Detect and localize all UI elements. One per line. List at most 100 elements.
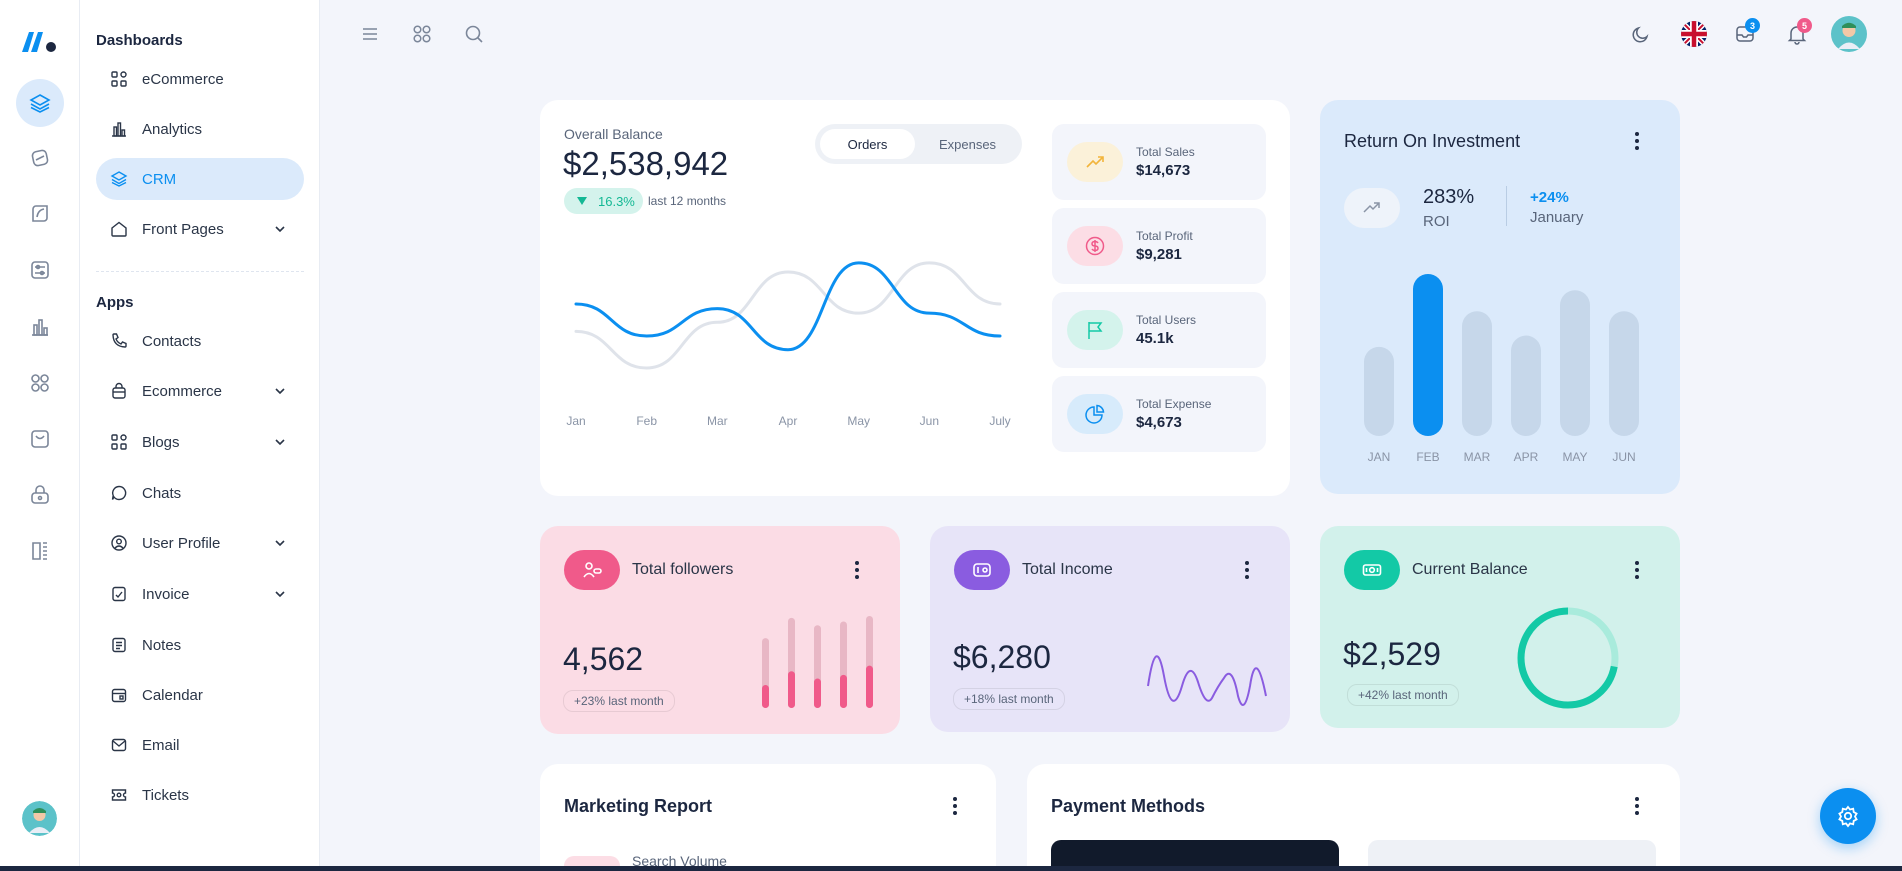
- ticket-icon: [110, 786, 128, 804]
- roi-bar: [1609, 311, 1639, 436]
- chevron-down-icon: [275, 439, 285, 446]
- sidebar-item-label: Blogs: [142, 433, 180, 451]
- followers-bar: [814, 678, 821, 708]
- box-rail-icon[interactable]: [16, 134, 64, 182]
- roi-month-label: FEB: [1416, 450, 1439, 464]
- more-icon[interactable]: [854, 560, 860, 580]
- more-icon[interactable]: [1244, 560, 1250, 580]
- layers-icon: [110, 170, 128, 188]
- x-tick-label: May: [847, 414, 870, 428]
- trend-up-icon: [1344, 188, 1400, 228]
- layers-rail-icon[interactable]: [16, 79, 64, 127]
- roi-bar: [1413, 274, 1443, 436]
- stat-label: Total Sales: [1136, 145, 1195, 159]
- apps-rail-icon[interactable]: [16, 359, 64, 407]
- apps-icon[interactable]: [411, 23, 433, 45]
- sidebar-item-email[interactable]: Email: [96, 724, 304, 766]
- roi-month-label: APR: [1514, 450, 1539, 464]
- brand-logo[interactable]: [20, 26, 58, 56]
- sidebar-item-label: CRM: [142, 170, 177, 188]
- sidebar-item-analytics[interactable]: Analytics: [96, 108, 304, 150]
- current-balance-change: +42% last month: [1347, 684, 1459, 706]
- payment-card-dark[interactable]: [1051, 840, 1339, 866]
- icon-rail: [0, 0, 80, 866]
- flag-icon: [1067, 310, 1123, 350]
- sidebar-item-chats[interactable]: Chats: [96, 472, 304, 514]
- stat-total-users: Total Users 45.1k: [1052, 292, 1266, 368]
- sidebar-item-tickets[interactable]: Tickets: [96, 774, 304, 816]
- followers-bar-chart: [762, 616, 873, 708]
- settings-button[interactable]: [1820, 788, 1876, 844]
- sidebar-item-notes[interactable]: Notes: [96, 624, 304, 666]
- leaf-rail-icon[interactable]: [16, 190, 64, 238]
- sidebar-divider: [96, 271, 304, 272]
- roi-title: Return On Investment: [1344, 131, 1521, 151]
- sidebar-item-blogs[interactable]: Blogs: [96, 421, 304, 463]
- main-sidebar: Dashboards eCommerce Analytics CRM Front…: [80, 0, 320, 866]
- search-icon[interactable]: [463, 23, 485, 45]
- balance-period: last 12 months: [648, 194, 727, 208]
- sidebar-item-invoice[interactable]: Invoice: [96, 573, 304, 615]
- balance-change-badge: 16.3%: [564, 188, 643, 214]
- mail-icon: [110, 736, 128, 754]
- stat-label: Total Profit: [1136, 229, 1193, 243]
- followers-value: 4,562: [563, 641, 644, 677]
- stat-total-sales: Total Sales $14,673: [1052, 124, 1266, 200]
- user-circle-icon: [110, 534, 128, 552]
- x-tick-label: Jan: [566, 414, 585, 428]
- income-change: +18% last month: [953, 688, 1065, 710]
- roi-change: +24%: [1530, 189, 1569, 206]
- uk-flag-icon[interactable]: [1681, 21, 1707, 47]
- more-icon[interactable]: [1634, 796, 1640, 816]
- sidebar-item-crm[interactable]: CRM: [96, 158, 304, 200]
- triangle-down-icon: [577, 197, 587, 205]
- roi-bar: [1462, 311, 1492, 436]
- sidebar-item-ecommerce[interactable]: eCommerce: [96, 58, 304, 100]
- moon-icon[interactable]: [1630, 23, 1652, 45]
- x-tick-label: Mar: [707, 414, 728, 428]
- pie-icon: [1067, 394, 1123, 434]
- marketing-report-card: [540, 764, 996, 871]
- more-icon[interactable]: [1634, 131, 1640, 151]
- sidebar-item-calendar[interactable]: Calendar: [96, 674, 304, 716]
- messages-badge: 3: [1745, 18, 1760, 33]
- roi-bar-chart: JAN FEB MAR APR MAY JUN: [1364, 274, 1639, 464]
- more-icon[interactable]: [1634, 560, 1640, 580]
- payment-title: Payment Methods: [1051, 796, 1206, 816]
- stat-value: 45.1k: [1136, 330, 1174, 347]
- sidebar-item-user-profile[interactable]: User Profile: [96, 522, 304, 564]
- apps-heading: Apps: [96, 294, 134, 311]
- sidebar-item-ecommerce-app[interactable]: Ecommerce: [96, 370, 304, 412]
- series-line-expenses: [574, 261, 1002, 370]
- bottom-bar: [0, 866, 1902, 871]
- roi-divider: [1506, 186, 1507, 226]
- roi-bar: [1511, 335, 1541, 436]
- notifications-badge: 5: [1797, 18, 1812, 33]
- roi-month-label: JUN: [1612, 450, 1635, 464]
- wallet-icon: [954, 550, 1010, 590]
- chart-rail-icon[interactable]: [16, 303, 64, 351]
- user-avatar[interactable]: [1831, 16, 1867, 52]
- mailbox-rail-icon[interactable]: [16, 415, 64, 463]
- income-sparkline: [1147, 655, 1267, 706]
- sliders-rail-icon[interactable]: [16, 246, 64, 294]
- menu-icon[interactable]: [359, 23, 381, 45]
- tab-orders[interactable]: Orders: [820, 129, 915, 159]
- x-tick-label: Apr: [779, 414, 798, 428]
- payment-card-light[interactable]: [1368, 840, 1656, 866]
- cash-icon: [1344, 550, 1400, 590]
- more-icon[interactable]: [952, 796, 958, 816]
- followers-bar: [762, 685, 769, 708]
- followers-bar: [866, 665, 873, 708]
- widgets-icon: [110, 70, 128, 88]
- lock-rail-icon[interactable]: [16, 471, 64, 519]
- income-title: Total Income: [1022, 561, 1113, 578]
- sidebar-item-front-pages[interactable]: Front Pages: [96, 208, 304, 250]
- user-avatar-small[interactable]: [22, 801, 57, 836]
- followers-change: +23% last month: [563, 690, 675, 712]
- tab-expenses[interactable]: Expenses: [938, 136, 997, 152]
- note-icon: [110, 636, 128, 654]
- sidebar-item-contacts[interactable]: Contacts: [96, 320, 304, 362]
- dashboards-heading: Dashboards: [96, 32, 183, 49]
- book-rail-icon[interactable]: [16, 527, 64, 575]
